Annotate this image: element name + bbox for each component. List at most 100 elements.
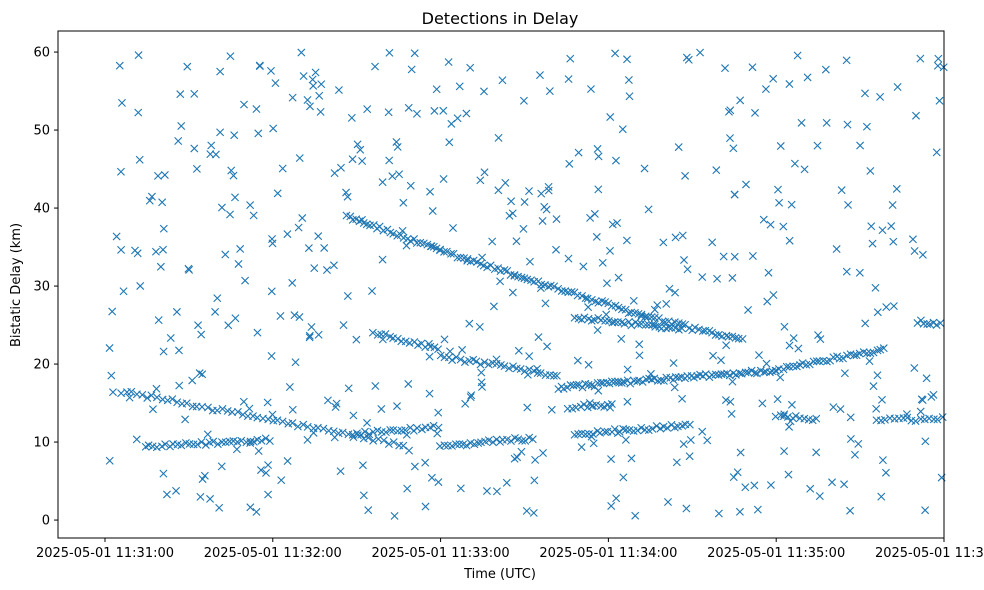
detection-point <box>172 486 181 495</box>
detection-point <box>596 428 605 437</box>
detection-point <box>516 365 525 374</box>
detection-point <box>866 166 875 175</box>
detection-point <box>787 200 796 209</box>
detection-point <box>523 403 532 412</box>
detection-point <box>815 492 824 501</box>
detection-point <box>932 148 941 157</box>
detection-point <box>698 273 707 282</box>
detection-point <box>492 487 501 496</box>
detection-point <box>368 328 377 337</box>
detection-point <box>850 351 859 360</box>
detection-point <box>578 291 587 300</box>
detection-point <box>691 323 699 332</box>
detection-point <box>257 436 266 445</box>
detection-point <box>738 334 747 343</box>
detection-point <box>293 422 302 431</box>
detection-point <box>593 144 602 153</box>
detection-point <box>134 51 143 60</box>
detection-point <box>856 141 865 150</box>
detection-point <box>305 331 314 340</box>
detection-point <box>347 113 356 122</box>
detection-point <box>393 334 402 343</box>
detection-point <box>773 395 782 404</box>
detection-point <box>748 63 757 72</box>
detection-point <box>610 318 619 327</box>
detection-point <box>776 142 785 151</box>
detection-point <box>911 417 920 426</box>
detection-point <box>678 231 687 240</box>
detection-point <box>434 345 443 354</box>
detection-point <box>736 96 745 105</box>
detection-point <box>407 65 416 74</box>
detection-point <box>393 142 402 151</box>
detection-point <box>316 107 325 116</box>
detection-point <box>434 423 443 432</box>
detection-point <box>501 178 510 187</box>
detection-point <box>726 397 735 406</box>
detection-point <box>613 429 622 438</box>
detection-point <box>444 58 453 67</box>
detection-point <box>850 450 859 459</box>
detection-point <box>378 255 387 264</box>
detection-point <box>802 360 811 369</box>
detection-point <box>861 319 870 328</box>
detection-point <box>332 399 341 408</box>
detection-point <box>663 497 672 506</box>
detection-point <box>613 219 622 227</box>
detection-point <box>440 335 449 344</box>
detection-point <box>234 259 243 268</box>
detection-point <box>192 164 201 173</box>
x-axis-label: Time (UTC) <box>463 567 536 582</box>
detection-point <box>644 320 653 329</box>
detection-point <box>545 87 554 96</box>
detection-point <box>256 466 265 475</box>
detection-point <box>549 371 558 380</box>
detection-point <box>638 377 647 386</box>
detection-point <box>440 441 449 450</box>
detection-point <box>728 273 737 282</box>
detection-point <box>323 396 332 405</box>
detection-point <box>500 266 509 274</box>
detection-point <box>619 424 628 433</box>
detection-point <box>448 441 456 450</box>
detection-point <box>156 262 165 271</box>
detection-point <box>760 368 769 377</box>
detection-point <box>252 507 261 516</box>
detection-point <box>590 315 599 324</box>
detection-point <box>426 187 435 196</box>
detection-point <box>773 185 782 194</box>
detection-point <box>923 319 932 328</box>
detection-point <box>319 424 328 433</box>
detection-point <box>606 403 615 412</box>
detection-point <box>386 426 395 434</box>
detection-point <box>741 180 750 189</box>
detection-point <box>797 118 806 127</box>
detection-point <box>522 506 531 515</box>
detection-point <box>538 216 547 225</box>
detection-point <box>780 410 789 419</box>
detection-point <box>637 423 646 432</box>
detection-point <box>303 435 312 444</box>
detection-point <box>730 252 739 261</box>
detection-point <box>226 210 234 219</box>
detection-point <box>330 433 339 442</box>
detection-point <box>138 390 147 399</box>
detection-point <box>573 356 582 365</box>
detection-point <box>677 324 686 333</box>
detection-point <box>488 237 497 246</box>
detection-point <box>625 92 634 101</box>
detection-point <box>736 448 745 457</box>
detection-point <box>566 54 575 63</box>
detection-point <box>405 446 414 455</box>
detection-point <box>389 438 398 447</box>
detection-point <box>404 379 413 388</box>
detection-point <box>482 487 491 496</box>
detection-point <box>725 371 734 380</box>
detection-point <box>461 399 470 408</box>
detection-point <box>921 506 930 515</box>
detection-point <box>433 429 442 438</box>
detection-point <box>610 425 619 434</box>
detection-point <box>775 198 784 207</box>
detection-point <box>581 430 590 439</box>
detection-point <box>846 506 855 515</box>
